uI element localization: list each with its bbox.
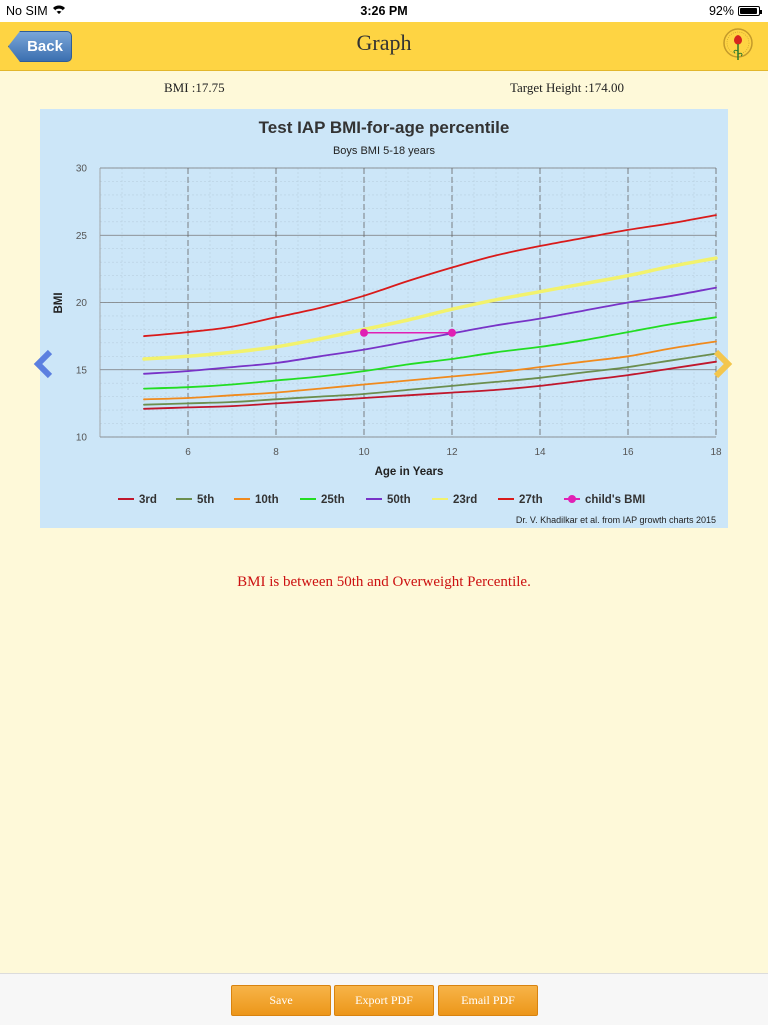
series-line-27th [143, 214, 717, 337]
legend-label: child's BMI [585, 494, 645, 506]
y-tick-label: 15 [76, 365, 88, 376]
series-line-25th [143, 316, 717, 390]
status-time: 3:26 PM [360, 4, 408, 18]
chevron-right-icon[interactable] [710, 348, 736, 380]
x-tick-label: 6 [185, 447, 191, 458]
back-button[interactable]: Back [8, 31, 72, 62]
legend-item: 5th [176, 494, 214, 506]
wifi-icon [52, 4, 66, 18]
result-message: BMI is between 50th and Overweight Perce… [237, 574, 531, 590]
series-line-10th [143, 340, 717, 401]
legend-label: 27th [519, 494, 543, 506]
info-row: BMI :17.75 Target Height :174.00 [0, 80, 768, 100]
x-axis-label: Age in Years [375, 466, 444, 478]
legend-item: 25th [300, 494, 345, 506]
y-tick-label: 30 [76, 164, 88, 175]
y-tick-label: 20 [76, 298, 88, 309]
status-right: 92% [708, 4, 762, 18]
export-pdf-button[interactable]: Export PDF [334, 985, 434, 1016]
legend-label: 10th [255, 494, 279, 506]
x-tick-label: 18 [710, 447, 722, 458]
series-line-3rd [143, 360, 717, 410]
legend-label: 25th [321, 494, 345, 506]
chart-title: Test IAP BMI-for-age percentile [259, 118, 510, 137]
page-title: Graph [356, 30, 412, 55]
series-line-23rd [142, 256, 718, 361]
legend-item: 50th [366, 494, 411, 506]
x-tick-label: 12 [446, 447, 458, 458]
save-button[interactable]: Save [231, 985, 331, 1016]
carrier-label: No SIM [6, 4, 48, 18]
battery-icon [738, 6, 762, 16]
x-tick-label: 16 [622, 447, 634, 458]
series-line-50th [143, 286, 717, 375]
chevron-left-icon[interactable] [30, 348, 56, 380]
x-tick-label: 14 [534, 447, 546, 458]
legend-item: child's BMI [564, 494, 645, 506]
series-line-5th [143, 352, 717, 406]
y-tick-label: 25 [76, 231, 88, 242]
bottom-toolbar: Save Export PDF Email PDF [0, 973, 768, 1025]
legend-item: 3rd [118, 494, 157, 506]
iap-logo-icon [723, 28, 753, 60]
email-pdf-button[interactable]: Email PDF [438, 985, 538, 1016]
nav-bar: Back Graph [0, 22, 768, 71]
y-tick-label: 10 [76, 433, 88, 444]
chart-subtitle: Boys BMI 5-18 years [333, 145, 436, 157]
bmi-value: BMI :17.75 [164, 80, 225, 95]
legend-label: 3rd [139, 494, 157, 506]
legend-marker [568, 495, 576, 503]
legend-item: 10th [234, 494, 279, 506]
legend-item: 27th [498, 494, 543, 506]
y-axis-label: BMI [53, 292, 65, 313]
bmi-chart: Test IAP BMI-for-age percentile Boys BMI… [40, 109, 728, 528]
status-left: No SIM [6, 4, 66, 18]
legend-label: 50th [387, 494, 411, 506]
legend-label: 5th [197, 494, 214, 506]
status-bar: No SIM 3:26 PM 92% [0, 0, 768, 22]
x-tick-label: 8 [273, 447, 279, 458]
legend-item: 23rd [432, 494, 477, 506]
target-height-value: Target Height :174.00 [510, 80, 625, 95]
battery-percent: 92% [708, 4, 734, 18]
legend-label: 23rd [453, 494, 477, 506]
chart-credit: Dr. V. Khadilkar et al. from IAP growth … [516, 515, 716, 525]
child-bmi-point [448, 328, 456, 337]
x-tick-label: 10 [358, 447, 370, 458]
chart-canvas: Test IAP BMI-for-age percentile Boys BMI… [53, 118, 722, 525]
child-bmi-point [360, 328, 368, 337]
